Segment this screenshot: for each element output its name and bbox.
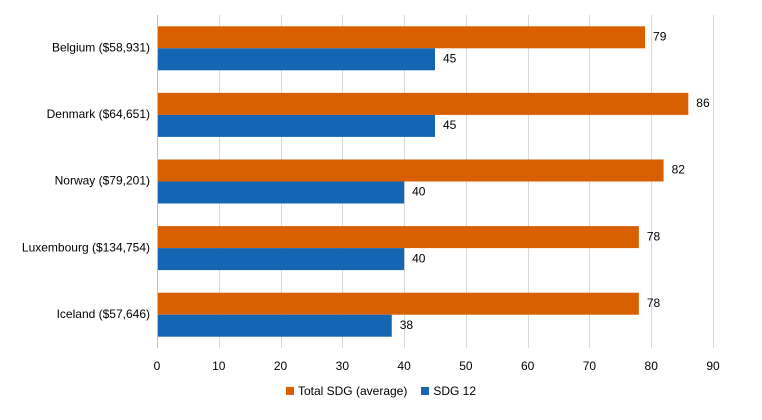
legend-item-sdg12: SDG 12: [421, 384, 476, 398]
category-label-4: Iceland ($57,646): [57, 307, 150, 321]
category-label-1: Denmark ($64,651): [47, 107, 150, 121]
legend-label-sdg12: SDG 12: [433, 384, 477, 398]
category-label-2: Norway ($79,201): [55, 174, 150, 188]
data-label-total-sdg-0: 79: [653, 29, 667, 43]
legend: Total SDG (average) SDG 12: [0, 384, 762, 398]
legend-swatch-sdg12: [421, 387, 430, 395]
data-label-sdg12-1: 45: [443, 118, 457, 132]
bar-sdg12-3: [157, 248, 405, 271]
x-tick-label-1: 10: [212, 359, 226, 373]
x-tick-label-0: 0: [154, 359, 161, 373]
x-tick-label-4: 40: [397, 359, 411, 373]
bar-total-sdg-1: [157, 92, 689, 115]
data-label-total-sdg-2: 82: [672, 163, 686, 177]
data-label-total-sdg-3: 78: [647, 229, 661, 243]
bar-sdg12-2: [157, 181, 405, 204]
x-tick-label-3: 30: [336, 359, 350, 373]
legend-swatch-total-sdg: [285, 387, 294, 395]
x-tick-label-5: 50: [459, 359, 473, 373]
bar-total-sdg-4: [157, 292, 639, 315]
x-tick-label-2: 20: [274, 359, 288, 373]
legend-label-total-sdg: Total SDG (average): [297, 384, 408, 398]
data-label-sdg12-3: 40: [412, 251, 426, 265]
bar-sdg12-4: [157, 314, 392, 337]
category-label-0: Belgium ($58,931): [52, 40, 150, 54]
data-label-sdg12-4: 38: [400, 318, 414, 332]
x-tick-label-7: 70: [583, 359, 597, 373]
bar-sdg12-0: [157, 48, 435, 71]
data-label-sdg12-0: 45: [443, 51, 457, 65]
bar-total-sdg-0: [157, 26, 646, 49]
data-label-total-sdg-4: 78: [647, 296, 661, 310]
legend-item-total-sdg: Total SDG (average): [285, 384, 408, 398]
x-tick-label-9: 90: [706, 359, 720, 373]
bar-sdg12-1: [157, 114, 435, 137]
bar-total-sdg-3: [157, 226, 639, 249]
category-label-3: Luxembourg ($134,754): [22, 240, 150, 254]
data-label-total-sdg-1: 86: [696, 96, 710, 110]
bar-total-sdg-2: [157, 159, 664, 182]
x-tick-label-6: 60: [521, 359, 535, 373]
x-tick-label-8: 80: [645, 359, 659, 373]
data-label-sdg12-2: 40: [412, 185, 426, 199]
